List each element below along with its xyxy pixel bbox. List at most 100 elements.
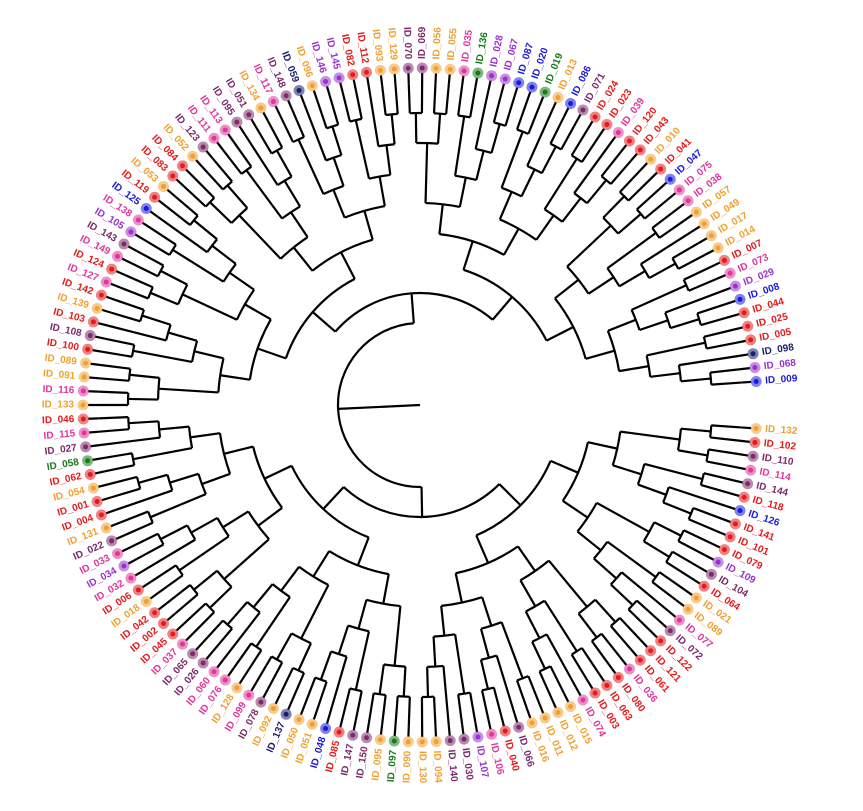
leaf-label: ID_090	[401, 750, 413, 783]
branch	[619, 169, 642, 193]
branch	[500, 621, 524, 679]
branch	[299, 705, 306, 716]
branch	[546, 326, 574, 342]
branch	[193, 219, 218, 241]
leaf-dot-core	[90, 319, 96, 325]
branch	[662, 501, 692, 515]
branch	[297, 642, 312, 671]
leaf-label: ID_093	[370, 29, 385, 63]
leaf-dot-core	[103, 279, 109, 285]
branch	[379, 724, 384, 735]
leaf-dot-core	[693, 595, 699, 601]
branch	[303, 677, 317, 706]
branch	[94, 335, 106, 340]
branch	[201, 166, 224, 191]
branch	[461, 75, 465, 86]
branch	[195, 159, 204, 169]
branch	[183, 185, 207, 208]
branch	[248, 318, 272, 380]
branch	[671, 550, 699, 568]
branch	[354, 631, 371, 691]
branch	[710, 542, 721, 549]
leaf-dot-core	[721, 547, 727, 553]
branch	[303, 104, 328, 161]
leaf-dot-core	[109, 266, 115, 272]
leaf-dot-core	[391, 66, 397, 72]
branch	[492, 687, 503, 717]
branch	[636, 599, 660, 622]
branch	[475, 147, 492, 155]
branch	[619, 191, 630, 202]
branch	[402, 666, 407, 697]
branch	[185, 168, 194, 178]
branch	[178, 535, 230, 572]
branch	[618, 365, 649, 373]
leaf-dot-core	[296, 717, 302, 723]
leaf-label: ID_129	[385, 27, 398, 60]
branch	[480, 621, 502, 630]
branch	[292, 246, 314, 272]
branch	[741, 380, 752, 384]
branch	[255, 655, 273, 683]
branch	[90, 443, 101, 448]
branch	[271, 655, 283, 664]
leaf-dot-core	[516, 80, 522, 86]
leaf-dot-core	[529, 720, 535, 726]
branch	[97, 322, 109, 327]
branch	[491, 296, 513, 321]
branch	[127, 557, 138, 565]
branch	[566, 265, 590, 295]
leaf-label: ID_035	[460, 29, 475, 63]
branch	[454, 634, 466, 694]
branch	[469, 692, 477, 723]
branch	[217, 358, 225, 393]
leaf-dot-core	[309, 83, 315, 89]
branch	[498, 191, 513, 220]
branch	[366, 722, 370, 733]
leaf-dot-core	[258, 699, 264, 705]
branch	[99, 377, 130, 382]
leaf-dot-core	[737, 508, 743, 514]
leaf-dot-core	[143, 599, 149, 605]
branch	[602, 216, 619, 235]
branch	[576, 530, 602, 552]
branch	[636, 188, 660, 211]
branch	[100, 436, 161, 447]
branch	[159, 425, 190, 431]
branch	[156, 533, 165, 546]
leaf-dot-core	[109, 538, 115, 544]
branch	[278, 114, 294, 143]
leaf-label: ID_116	[42, 384, 75, 396]
branch	[648, 262, 676, 280]
branch	[315, 99, 328, 129]
branch	[223, 445, 254, 455]
leaf-dot-core	[715, 559, 721, 565]
leaf-dot-core	[637, 147, 643, 153]
branch	[649, 171, 658, 181]
branch	[487, 719, 492, 730]
branch	[223, 538, 270, 580]
branch	[498, 483, 522, 507]
branch	[287, 99, 294, 110]
branch	[735, 466, 746, 471]
leaf-dot-core	[80, 388, 86, 394]
branch	[549, 116, 565, 145]
leaf-dot-core	[708, 233, 714, 239]
branch	[378, 176, 386, 207]
branch	[104, 464, 135, 473]
leaf-dot-core	[745, 481, 751, 487]
leaf-dot-core	[190, 651, 196, 657]
branch	[157, 216, 208, 254]
branch	[165, 205, 191, 226]
branch	[480, 690, 490, 720]
branch	[332, 157, 345, 187]
branch	[186, 524, 197, 541]
branch	[278, 667, 294, 696]
branch	[574, 113, 582, 124]
branch	[594, 598, 617, 623]
branch	[432, 696, 437, 727]
branch	[115, 489, 173, 512]
branch	[587, 276, 615, 295]
branch	[458, 691, 471, 696]
branch	[481, 596, 493, 627]
